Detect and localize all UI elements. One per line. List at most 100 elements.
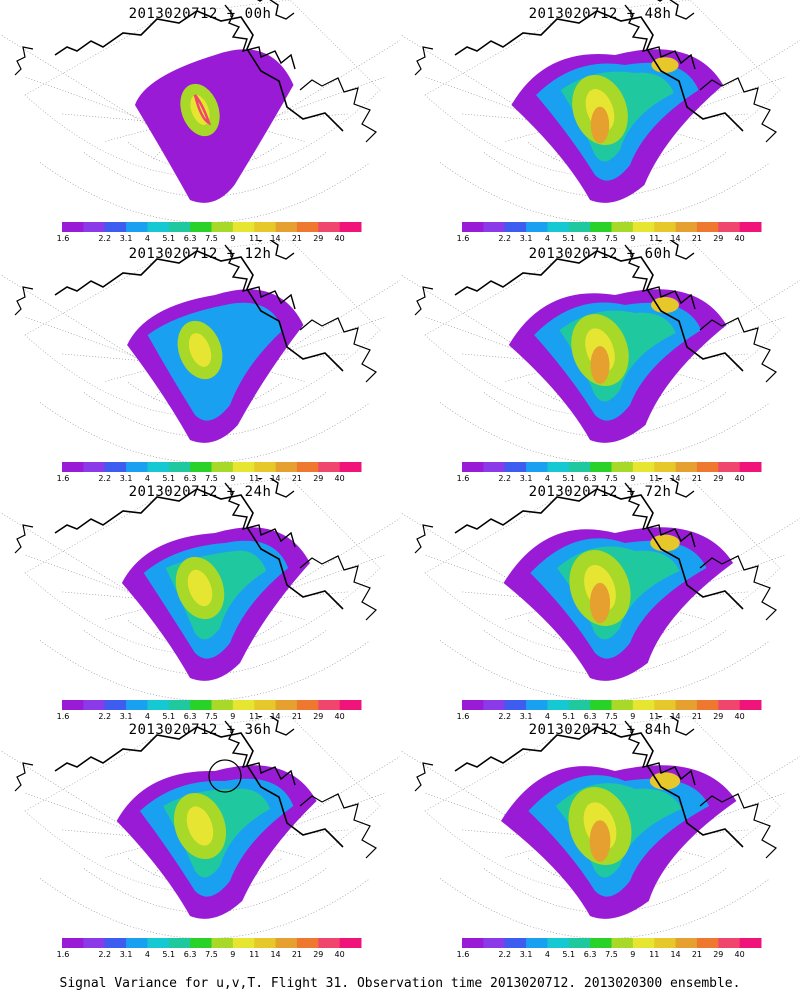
colorbar-swatch xyxy=(126,222,148,232)
colorbar-tick-label: 11 xyxy=(649,234,660,243)
graticule-parallel xyxy=(439,640,771,701)
colorbar-tick-label: 5.1 xyxy=(162,712,176,721)
colorbar-swatch xyxy=(296,700,319,710)
colorbar-tick-label: 29 xyxy=(313,950,324,959)
graticule-meridian xyxy=(236,554,387,609)
field-level-11 xyxy=(590,106,610,144)
colorbar-swatch xyxy=(62,700,84,710)
colorbar-tick-label: 7.5 xyxy=(605,474,618,483)
colorbar-tick-label: 11 xyxy=(249,234,260,243)
colorbar-tick-label: 4 xyxy=(544,474,550,483)
colorbar-tick-label: 6.3 xyxy=(583,234,597,243)
graticule-parallel xyxy=(127,382,283,411)
coastline-arctic-islands xyxy=(224,720,296,786)
graticule-parallel xyxy=(439,878,771,939)
colorbar-tick-label: 3.1 xyxy=(119,234,133,243)
map-plot xyxy=(0,478,400,710)
graticule-parallel xyxy=(483,868,727,913)
colorbar-swatch xyxy=(232,938,255,948)
colorbar-swatch xyxy=(526,222,548,232)
colorbar-tick-label: 5.1 xyxy=(562,234,576,243)
colorbar-swatch xyxy=(275,222,298,232)
coastlines xyxy=(14,478,377,621)
colorbar-tick-label: 7.5 xyxy=(205,474,218,483)
colorbar-swatch xyxy=(190,222,212,232)
colorbar-swatch xyxy=(147,462,170,472)
variance-field xyxy=(511,49,724,203)
colorbar-swatch xyxy=(654,222,677,232)
colorbar-tick-label: 14 xyxy=(670,474,681,483)
colorbar-tick-label: 21 xyxy=(291,234,303,243)
field-level-9 xyxy=(187,569,213,607)
coastline-arctic-islands xyxy=(224,244,296,310)
colorbar xyxy=(62,938,362,948)
colorbar-swatch xyxy=(190,938,212,948)
graticule-meridian xyxy=(460,353,580,365)
field-level-9 xyxy=(186,806,214,846)
graticule-meridian xyxy=(23,316,174,371)
colorbar-tick-label: 7.5 xyxy=(605,234,618,243)
colorbar-tick-label: 4 xyxy=(544,950,550,959)
colorbar-swatch xyxy=(696,462,719,472)
graticule-meridian xyxy=(236,76,387,131)
graticule-meridian xyxy=(236,316,387,371)
panel-forecast-00h: 2013020712 + 00h 1.6 2.2 3.1 4 5.1 6.3 7.5 9 11 14… xyxy=(0,0,400,243)
colorbar-tick-label: 14 xyxy=(270,234,281,243)
colorbar-swatch xyxy=(296,222,319,232)
graticule-meridian xyxy=(230,591,350,603)
colorbar-swatch xyxy=(675,222,698,232)
figure-caption: Signal Variance for u,v,T. Flight 31. Ob… xyxy=(59,976,741,991)
colorbar-swatch xyxy=(104,462,127,472)
graticule-meridian xyxy=(423,792,574,847)
colorbar-swatch xyxy=(547,462,570,472)
colorbar-swatch xyxy=(83,700,106,710)
coastline-north-america xyxy=(54,10,344,132)
graticule-meridian xyxy=(460,113,580,125)
graticule-meridian xyxy=(60,829,180,841)
colorbar-swatch xyxy=(590,938,612,948)
field-level-9 xyxy=(188,333,212,367)
colorbar-swatch xyxy=(632,938,655,948)
colorbar-swatch xyxy=(568,700,591,710)
colorbar xyxy=(462,938,762,948)
colorbar-tick-label: 40 xyxy=(334,712,345,721)
coastline-arctic-islands xyxy=(224,482,296,548)
colorbar-tick-label: 40 xyxy=(334,234,345,243)
colorbar-tick-label: 7.5 xyxy=(605,950,618,959)
colorbar-swatch xyxy=(611,700,634,710)
colorbar-swatch xyxy=(632,462,655,472)
panel-forecast-60h: 2013020712 + 60h 1.6 2.2 3.1 4 5.1 6.3 7.5 9 11 14… xyxy=(400,240,800,483)
coastline-north-america xyxy=(454,488,744,610)
graticule-meridian xyxy=(636,554,787,609)
colorbar-tick-label: 29 xyxy=(313,712,324,721)
colorbar-swatch xyxy=(318,700,341,710)
graticule-parallel xyxy=(527,620,683,649)
coastline-asia xyxy=(414,286,434,316)
graticule-meridian xyxy=(630,353,750,365)
colorbar-tick-label: 21 xyxy=(691,234,703,243)
colorbar-swatch xyxy=(483,700,506,710)
colorbar-swatch xyxy=(232,222,255,232)
coastlines xyxy=(414,240,777,383)
colorbar-swatch xyxy=(318,462,341,472)
colorbar-swatch xyxy=(675,700,698,710)
coastline-arctic-islands xyxy=(656,0,695,20)
graticule-meridian xyxy=(60,113,180,125)
colorbar-swatch xyxy=(462,462,484,472)
colorbar-swatch xyxy=(147,222,170,232)
colorbar-swatch xyxy=(254,462,277,472)
colorbar-swatch xyxy=(296,938,319,948)
colorbar-tick-label: 11 xyxy=(649,712,660,721)
colorbar-swatch xyxy=(568,222,591,232)
colorbar-tick-label: 21 xyxy=(291,712,303,721)
colorbar-swatch xyxy=(296,462,319,472)
graticule-meridian xyxy=(230,113,350,125)
colorbar-swatch xyxy=(104,938,127,948)
colorbar-swatch xyxy=(254,938,277,948)
colorbar-swatch xyxy=(339,222,362,232)
colorbar-swatch xyxy=(275,700,298,710)
colorbar-swatch xyxy=(504,462,527,472)
colorbar-tick-label: 7.5 xyxy=(205,712,218,721)
colorbar-tick-label: 9 xyxy=(630,712,636,721)
colorbar-tick-label: 21 xyxy=(691,474,703,483)
